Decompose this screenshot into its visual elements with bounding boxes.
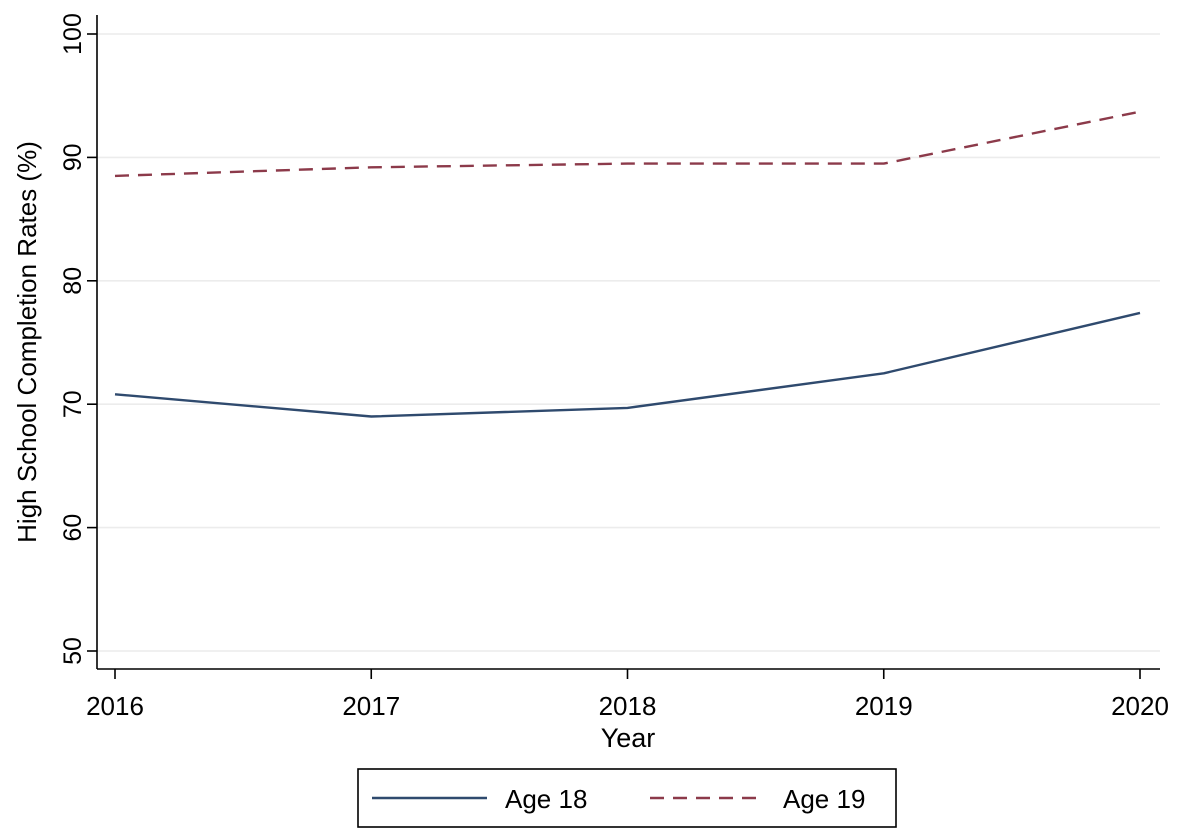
gridlines — [97, 33, 1160, 652]
x-tick-label: 2017 — [342, 691, 400, 721]
axes — [96, 15, 1160, 670]
legend-label: Age 19 — [783, 784, 865, 814]
y-tick-label: 80 — [59, 267, 87, 295]
series-line-age-18 — [114, 311, 1141, 418]
x-tick-label: 2019 — [855, 691, 913, 721]
y-tick-label: 100 — [59, 13, 87, 55]
legend-items: Age 18 Age 19 — [372, 784, 865, 814]
y-ticks: 50 60 70 80 90 100 — [59, 13, 97, 665]
x-ticks: 2016 2017 2018 2019 2020 — [86, 669, 1169, 721]
y-tick-label: 50 — [59, 637, 87, 665]
series-line-age-19 — [114, 110, 1141, 178]
x-tick-label: 2020 — [1111, 691, 1169, 721]
y-tick-label: 60 — [59, 514, 87, 542]
y-axis-title: High School Completion Rates (%) — [12, 141, 42, 543]
legend-label: Age 18 — [505, 784, 587, 814]
y-tick-label: 90 — [59, 143, 87, 171]
x-tick-label: 2016 — [86, 691, 144, 721]
legend: Age 18 Age 19 — [357, 768, 897, 828]
x-axis-title: Year — [601, 723, 656, 753]
x-tick-label: 2018 — [599, 691, 657, 721]
y-tick-label: 70 — [59, 390, 87, 418]
series-lines — [114, 110, 1141, 418]
